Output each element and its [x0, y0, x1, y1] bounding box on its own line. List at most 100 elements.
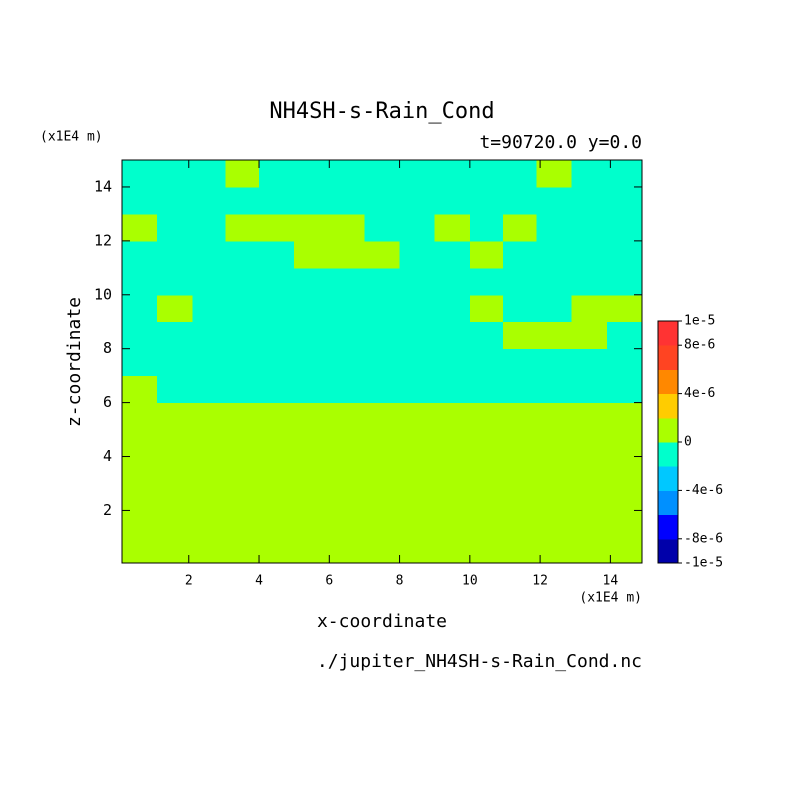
cell — [434, 402, 471, 431]
cell — [571, 402, 608, 431]
cell — [157, 160, 193, 188]
cell — [329, 456, 365, 484]
cell — [225, 483, 260, 511]
cell — [364, 429, 401, 458]
colorbar-label: 1e-5 — [684, 314, 715, 329]
cell — [399, 321, 436, 350]
colorbar-bin — [658, 538, 678, 564]
colorbar-bin — [658, 393, 678, 419]
cell — [329, 213, 365, 242]
cell — [259, 456, 295, 484]
cell — [399, 537, 436, 564]
cell — [294, 348, 330, 377]
cell — [606, 402, 643, 431]
cell — [536, 186, 573, 215]
cell — [571, 213, 608, 242]
cell — [122, 240, 158, 269]
cell — [192, 375, 227, 404]
y-tick-label: 4 — [103, 447, 112, 465]
colorbar-bin — [658, 514, 678, 540]
cell — [157, 321, 193, 350]
cell — [329, 375, 365, 404]
cell — [122, 294, 158, 323]
cell — [364, 483, 401, 511]
cell — [192, 348, 227, 377]
cell — [606, 186, 643, 215]
cell — [503, 348, 538, 377]
cell — [259, 160, 295, 188]
cell — [503, 186, 538, 215]
cell — [571, 537, 608, 564]
cell — [157, 267, 193, 296]
cell — [294, 510, 330, 538]
cell — [434, 213, 471, 242]
cell — [571, 186, 608, 215]
colorbar-label: -1e-5 — [684, 556, 723, 571]
y-tick-label: 10 — [94, 285, 112, 303]
cell — [122, 537, 158, 564]
colorbar-bin — [658, 490, 678, 516]
cell — [434, 348, 471, 377]
cell — [157, 213, 193, 242]
cell — [434, 375, 471, 404]
cell — [399, 294, 436, 323]
cell — [503, 483, 538, 511]
cell — [192, 402, 227, 431]
chart-title: NH4SH-s-Rain_Cond — [269, 99, 494, 124]
cell — [259, 375, 295, 404]
cell — [536, 429, 573, 458]
cell — [294, 537, 330, 564]
cell — [434, 429, 471, 458]
cell — [469, 456, 504, 484]
cell — [571, 160, 608, 188]
colorbar-label: 8e-6 — [684, 338, 715, 353]
cell — [536, 240, 573, 269]
cell — [329, 429, 365, 458]
cell — [469, 160, 504, 188]
cell — [503, 213, 538, 242]
x-tick-label: 12 — [532, 574, 548, 589]
cell — [157, 429, 193, 458]
cell — [606, 375, 643, 404]
cell — [329, 537, 365, 564]
cell — [503, 429, 538, 458]
cell — [434, 456, 471, 484]
colorbar-bin — [658, 369, 678, 395]
cell — [571, 348, 608, 377]
cell — [399, 186, 436, 215]
cell — [399, 348, 436, 377]
cell — [571, 267, 608, 296]
cell — [157, 186, 193, 215]
file-name: ./jupiter_NH4SH-s-Rain_Cond.nc — [317, 651, 642, 672]
cell — [294, 402, 330, 431]
y-unit: (x1E4 m) — [40, 130, 103, 145]
colorbar-bin — [658, 345, 678, 370]
cell — [399, 375, 436, 404]
cell — [157, 510, 193, 538]
cell — [294, 483, 330, 511]
cell — [364, 537, 401, 564]
cell — [122, 510, 158, 538]
y-tick-label: 6 — [103, 393, 112, 411]
x-tick-label: 14 — [603, 574, 619, 589]
cell — [364, 186, 401, 215]
cell — [364, 348, 401, 377]
cell — [399, 213, 436, 242]
colorbar-label: -4e-6 — [684, 483, 723, 498]
cell — [606, 483, 643, 511]
cell — [225, 213, 260, 242]
cell — [434, 537, 471, 564]
cell — [294, 213, 330, 242]
x-tick-label: 10 — [462, 574, 478, 589]
colorbar-label: -8e-6 — [684, 531, 723, 546]
cell — [364, 321, 401, 350]
cell — [364, 213, 401, 242]
y-tick-label: 12 — [94, 231, 112, 249]
cell — [259, 267, 295, 296]
cell — [469, 213, 504, 242]
cell — [329, 321, 365, 350]
cell — [571, 483, 608, 511]
cell — [399, 429, 436, 458]
cell — [364, 510, 401, 538]
cell — [606, 429, 643, 458]
